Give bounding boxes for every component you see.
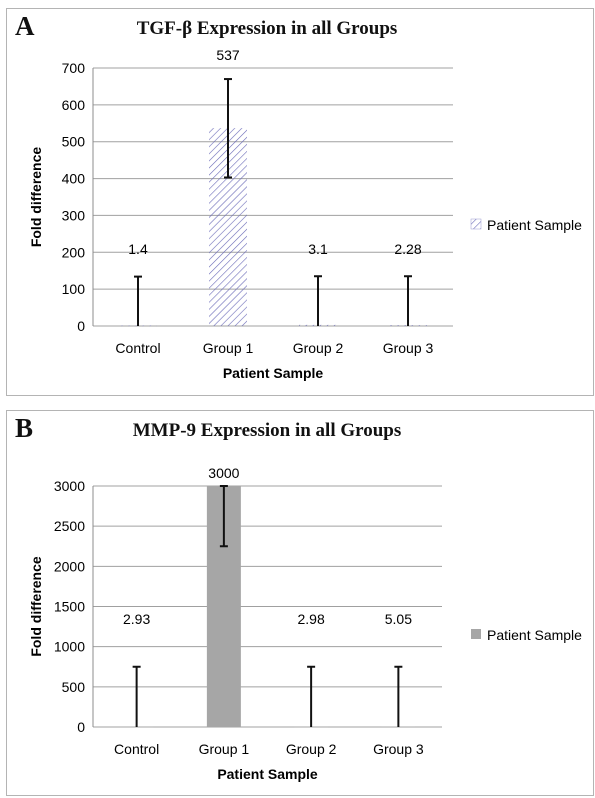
chart-title: TGF-β Expression in all Groups — [136, 18, 398, 39]
y-tick-label: 400 — [62, 171, 86, 187]
x-axis-title: Patient Sample — [217, 766, 318, 782]
legend-label: Patient Sample — [487, 217, 582, 233]
panel-letter: A — [15, 11, 35, 41]
data-label: 3.1 — [308, 241, 328, 257]
x-tick-label: Group 1 — [203, 340, 254, 356]
legend-swatch — [470, 218, 482, 230]
x-tick-label: Control — [114, 741, 159, 757]
y-tick-label: 3000 — [54, 478, 85, 494]
y-tick-label: 0 — [77, 719, 85, 735]
y-tick-label: 300 — [62, 207, 86, 223]
data-label: 3000 — [208, 465, 239, 481]
y-tick-label: 1000 — [54, 639, 85, 655]
data-label: 1.4 — [128, 241, 148, 257]
x-tick-label: Group 1 — [199, 741, 250, 757]
bar — [294, 726, 329, 728]
y-tick-label: 600 — [62, 97, 86, 113]
y-tick-label: 700 — [62, 60, 86, 76]
y-tick-label: 100 — [62, 281, 86, 297]
x-tick-label: Group 3 — [373, 741, 424, 757]
y-tick-label: 200 — [62, 244, 86, 260]
bar — [119, 726, 154, 728]
data-label: 2.93 — [123, 611, 150, 627]
x-tick-label: Control — [115, 340, 160, 356]
y-axis-title: Fold difference — [28, 147, 44, 248]
x-tick-label: Group 3 — [383, 340, 434, 356]
chart-panel-b: B MMP-9 Expression in all Groups 0 500 100… — [6, 410, 594, 796]
data-label: 537 — [216, 47, 240, 63]
x-tick-label: Group 2 — [293, 340, 344, 356]
legend-swatch — [471, 629, 481, 639]
chart-title: MMP-9 Expression in all Groups — [132, 420, 402, 441]
y-axis-title: Fold difference — [28, 556, 44, 657]
panel-letter: B — [15, 413, 34, 443]
chart-plot: 0 100 200 300 400 500 600 700 1.4 Control 537 Group… — [28, 47, 582, 381]
y-tick-label: 1500 — [54, 599, 85, 615]
chart-plot: 0 500 1000 1500 2000 2500 3000 2.93 Control 3000 G… — [28, 465, 582, 782]
x-tick-label: Group 2 — [286, 741, 337, 757]
legend-label: Patient Sample — [487, 627, 582, 643]
x-axis-title: Patient Sample — [223, 365, 324, 381]
data-label: 2.98 — [298, 611, 325, 627]
y-tick-label: 500 — [62, 679, 86, 695]
y-tick-label: 2500 — [54, 518, 85, 534]
y-tick-label: 2000 — [54, 558, 85, 574]
data-label: 2.28 — [394, 241, 421, 257]
y-tick-label: 0 — [77, 318, 85, 334]
y-tick-label: 500 — [62, 134, 86, 150]
data-label: 5.05 — [385, 611, 412, 627]
chart-panel-a: A TGF-β Expression in all Groups 0 100 200… — [6, 8, 594, 396]
